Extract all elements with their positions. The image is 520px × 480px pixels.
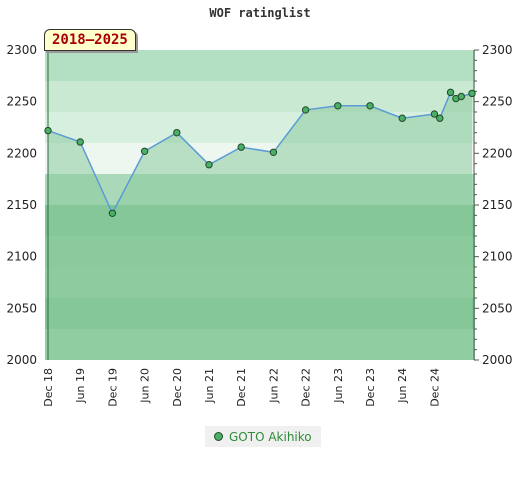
x-tick-label: Dec 22	[300, 368, 313, 407]
y-tick-label-left: 2000	[6, 353, 37, 367]
data-point	[205, 161, 213, 169]
y-tick-label-right: 2000	[482, 353, 513, 367]
x-tick-label: Dec 24	[428, 368, 441, 407]
data-point	[457, 92, 465, 101]
y-tick-label-left: 2100	[6, 250, 37, 264]
rating-area	[48, 92, 472, 360]
y-tick-label-left: 2150	[6, 198, 37, 212]
y-tick-label-left: 2200	[6, 146, 37, 160]
legend-label: GOTO Akihiko	[229, 429, 312, 444]
data-point	[446, 88, 455, 97]
x-tick-label: Dec 23	[364, 368, 377, 407]
data-point	[398, 114, 406, 122]
y-tick-label-left: 2250	[6, 95, 37, 109]
y-tick-label-right: 2200	[482, 146, 513, 160]
data-point	[334, 102, 342, 110]
data-point	[430, 110, 439, 118]
y-axis-right-labels: 2000 2050 2100 2150 2200 2250 2300	[482, 43, 513, 367]
data-point	[436, 114, 444, 122]
y-tick-label-right: 2050	[482, 301, 513, 315]
data-point	[108, 209, 117, 217]
data-point	[140, 147, 149, 155]
data-point	[269, 148, 278, 157]
data-point	[76, 138, 84, 146]
band	[45, 81, 475, 112]
period-badge: 2018–2025	[44, 29, 136, 51]
legend-marker-icon	[214, 432, 223, 441]
data-point	[301, 106, 310, 114]
x-tick-label: Dec 21	[235, 368, 248, 407]
y-tick-label-right: 2100	[482, 250, 513, 264]
data-point	[366, 102, 374, 110]
x-tick-label: Dec 20	[171, 368, 184, 407]
band	[45, 50, 475, 81]
axes	[47, 49, 479, 361]
data-point	[468, 89, 476, 98]
y-tick-label-right: 2250	[482, 95, 513, 109]
x-tick-label: Dec 19	[106, 368, 119, 407]
x-tick-label: Jun 20	[139, 368, 152, 404]
data-point	[173, 128, 181, 137]
x-tick-label: Dec 18	[42, 368, 55, 407]
chart-title: WOF ratinglist	[209, 6, 310, 20]
x-tick-label: Jun 22	[267, 368, 280, 404]
x-axis-labels: Dec 18 Jun 19 Dec 19 Jun 20 Dec 20 Jun 21 Dec …	[42, 368, 441, 407]
x-tick-label: Jun 24	[396, 368, 409, 404]
y-tick-label-right: 2300	[482, 43, 513, 57]
y-axis-left-labels: 2000 2050 2100 2150 2200 2250 2300	[6, 43, 37, 367]
y-tick-label-right: 2150	[482, 198, 513, 212]
area-fill	[48, 92, 472, 360]
data-point	[237, 143, 245, 151]
data-point	[44, 126, 52, 135]
x-tick-label: Jun 23	[332, 368, 345, 404]
y-tick-label-left: 2050	[6, 301, 37, 315]
legend[interactable]: GOTO Akihiko	[205, 426, 321, 447]
data-points	[44, 88, 476, 217]
x-tick-label: Jun 21	[203, 368, 216, 404]
y-tick-label-left: 2300	[6, 43, 37, 57]
x-tick-label: Jun 19	[74, 368, 87, 404]
